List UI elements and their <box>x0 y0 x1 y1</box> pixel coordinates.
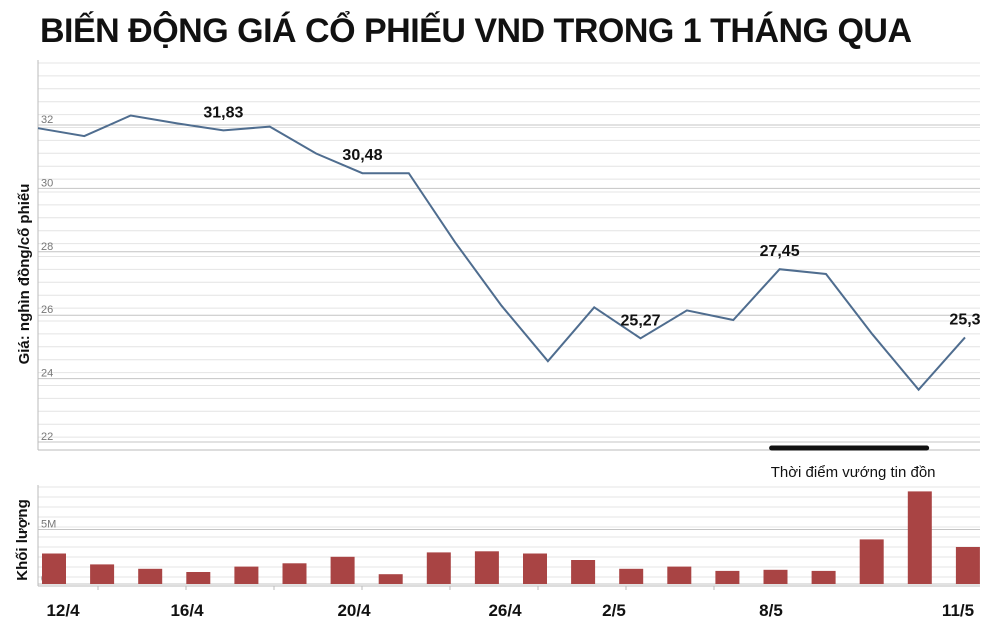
price-gridlines <box>38 62 980 451</box>
volume-bar <box>523 553 547 584</box>
volume-bar <box>811 570 836 584</box>
x-tick-label: 20/4 <box>337 601 371 620</box>
rumor-annotation-label: Thời điểm vướng tin đồn <box>771 464 936 481</box>
price-data-labels: 31,83 30,48 25,27 27,45 25,3 <box>203 104 980 329</box>
volume-bar <box>955 547 980 584</box>
price-y-axis-title: Giá: nghìn đồng/cổ phiếu <box>16 184 33 365</box>
x-tick-label: 11/5 <box>942 601 974 620</box>
volume-bar <box>763 569 788 584</box>
price-data-label: 31,83 <box>203 104 243 121</box>
volume-bar <box>907 491 932 584</box>
x-axis-tick-labels: 12/4 16/4 20/4 26/4 2/5 8/5 11/5 <box>46 586 974 620</box>
volume-gridlines <box>38 486 980 585</box>
chart-title: BIẾN ĐỘNG GIÁ CỔ PHIẾU VND TRONG 1 THÁNG… <box>40 12 912 50</box>
x-tick-label: 26/4 <box>488 601 522 620</box>
price-series-line <box>37 114 966 392</box>
volume-y-axis-title: Khối lượng <box>14 499 31 581</box>
price-data-label: 25,3 <box>949 311 980 328</box>
volume-bar <box>426 552 451 584</box>
price-y-tick-label: 26 <box>41 304 53 316</box>
price-y-tick-label: 30 <box>41 177 53 189</box>
price-data-label: 30,48 <box>342 147 382 164</box>
volume-bars <box>42 491 980 584</box>
volume-bar <box>42 553 66 584</box>
price-y-tick-label: 28 <box>41 241 53 253</box>
price-data-label: 25,27 <box>621 312 661 329</box>
price-y-tick-label: 32 <box>41 114 53 126</box>
volume-bar <box>330 556 355 584</box>
volume-bar <box>667 566 692 584</box>
volume-bar <box>186 572 211 584</box>
volume-panel-frame <box>37 485 980 587</box>
volume-bar <box>859 539 884 584</box>
rumor-annotation: Thời điểm vướng tin đồn <box>769 445 936 481</box>
x-tick-label: 8/5 <box>759 601 783 620</box>
price-y-tick-label: 24 <box>41 368 53 380</box>
volume-bar <box>715 570 740 584</box>
x-tick-label: 12/4 <box>46 601 80 620</box>
volume-bar <box>234 566 259 584</box>
price-data-label: 27,45 <box>760 243 800 260</box>
x-tick-label: 16/4 <box>170 601 204 620</box>
price-panel-frame <box>37 60 980 451</box>
volume-bar <box>474 551 499 584</box>
volume-bar <box>571 560 596 584</box>
volume-bar <box>378 574 403 584</box>
volume-bar <box>90 564 115 584</box>
volume-bar <box>138 568 163 584</box>
x-tick-label: 2/5 <box>602 601 626 620</box>
price-y-ticks: 22 24 26 28 30 32 <box>41 114 53 443</box>
price-y-tick-label: 22 <box>41 431 53 443</box>
volume-bar <box>282 563 307 584</box>
volume-y-tick-label: 5M <box>41 519 56 531</box>
volume-bar <box>619 568 644 584</box>
